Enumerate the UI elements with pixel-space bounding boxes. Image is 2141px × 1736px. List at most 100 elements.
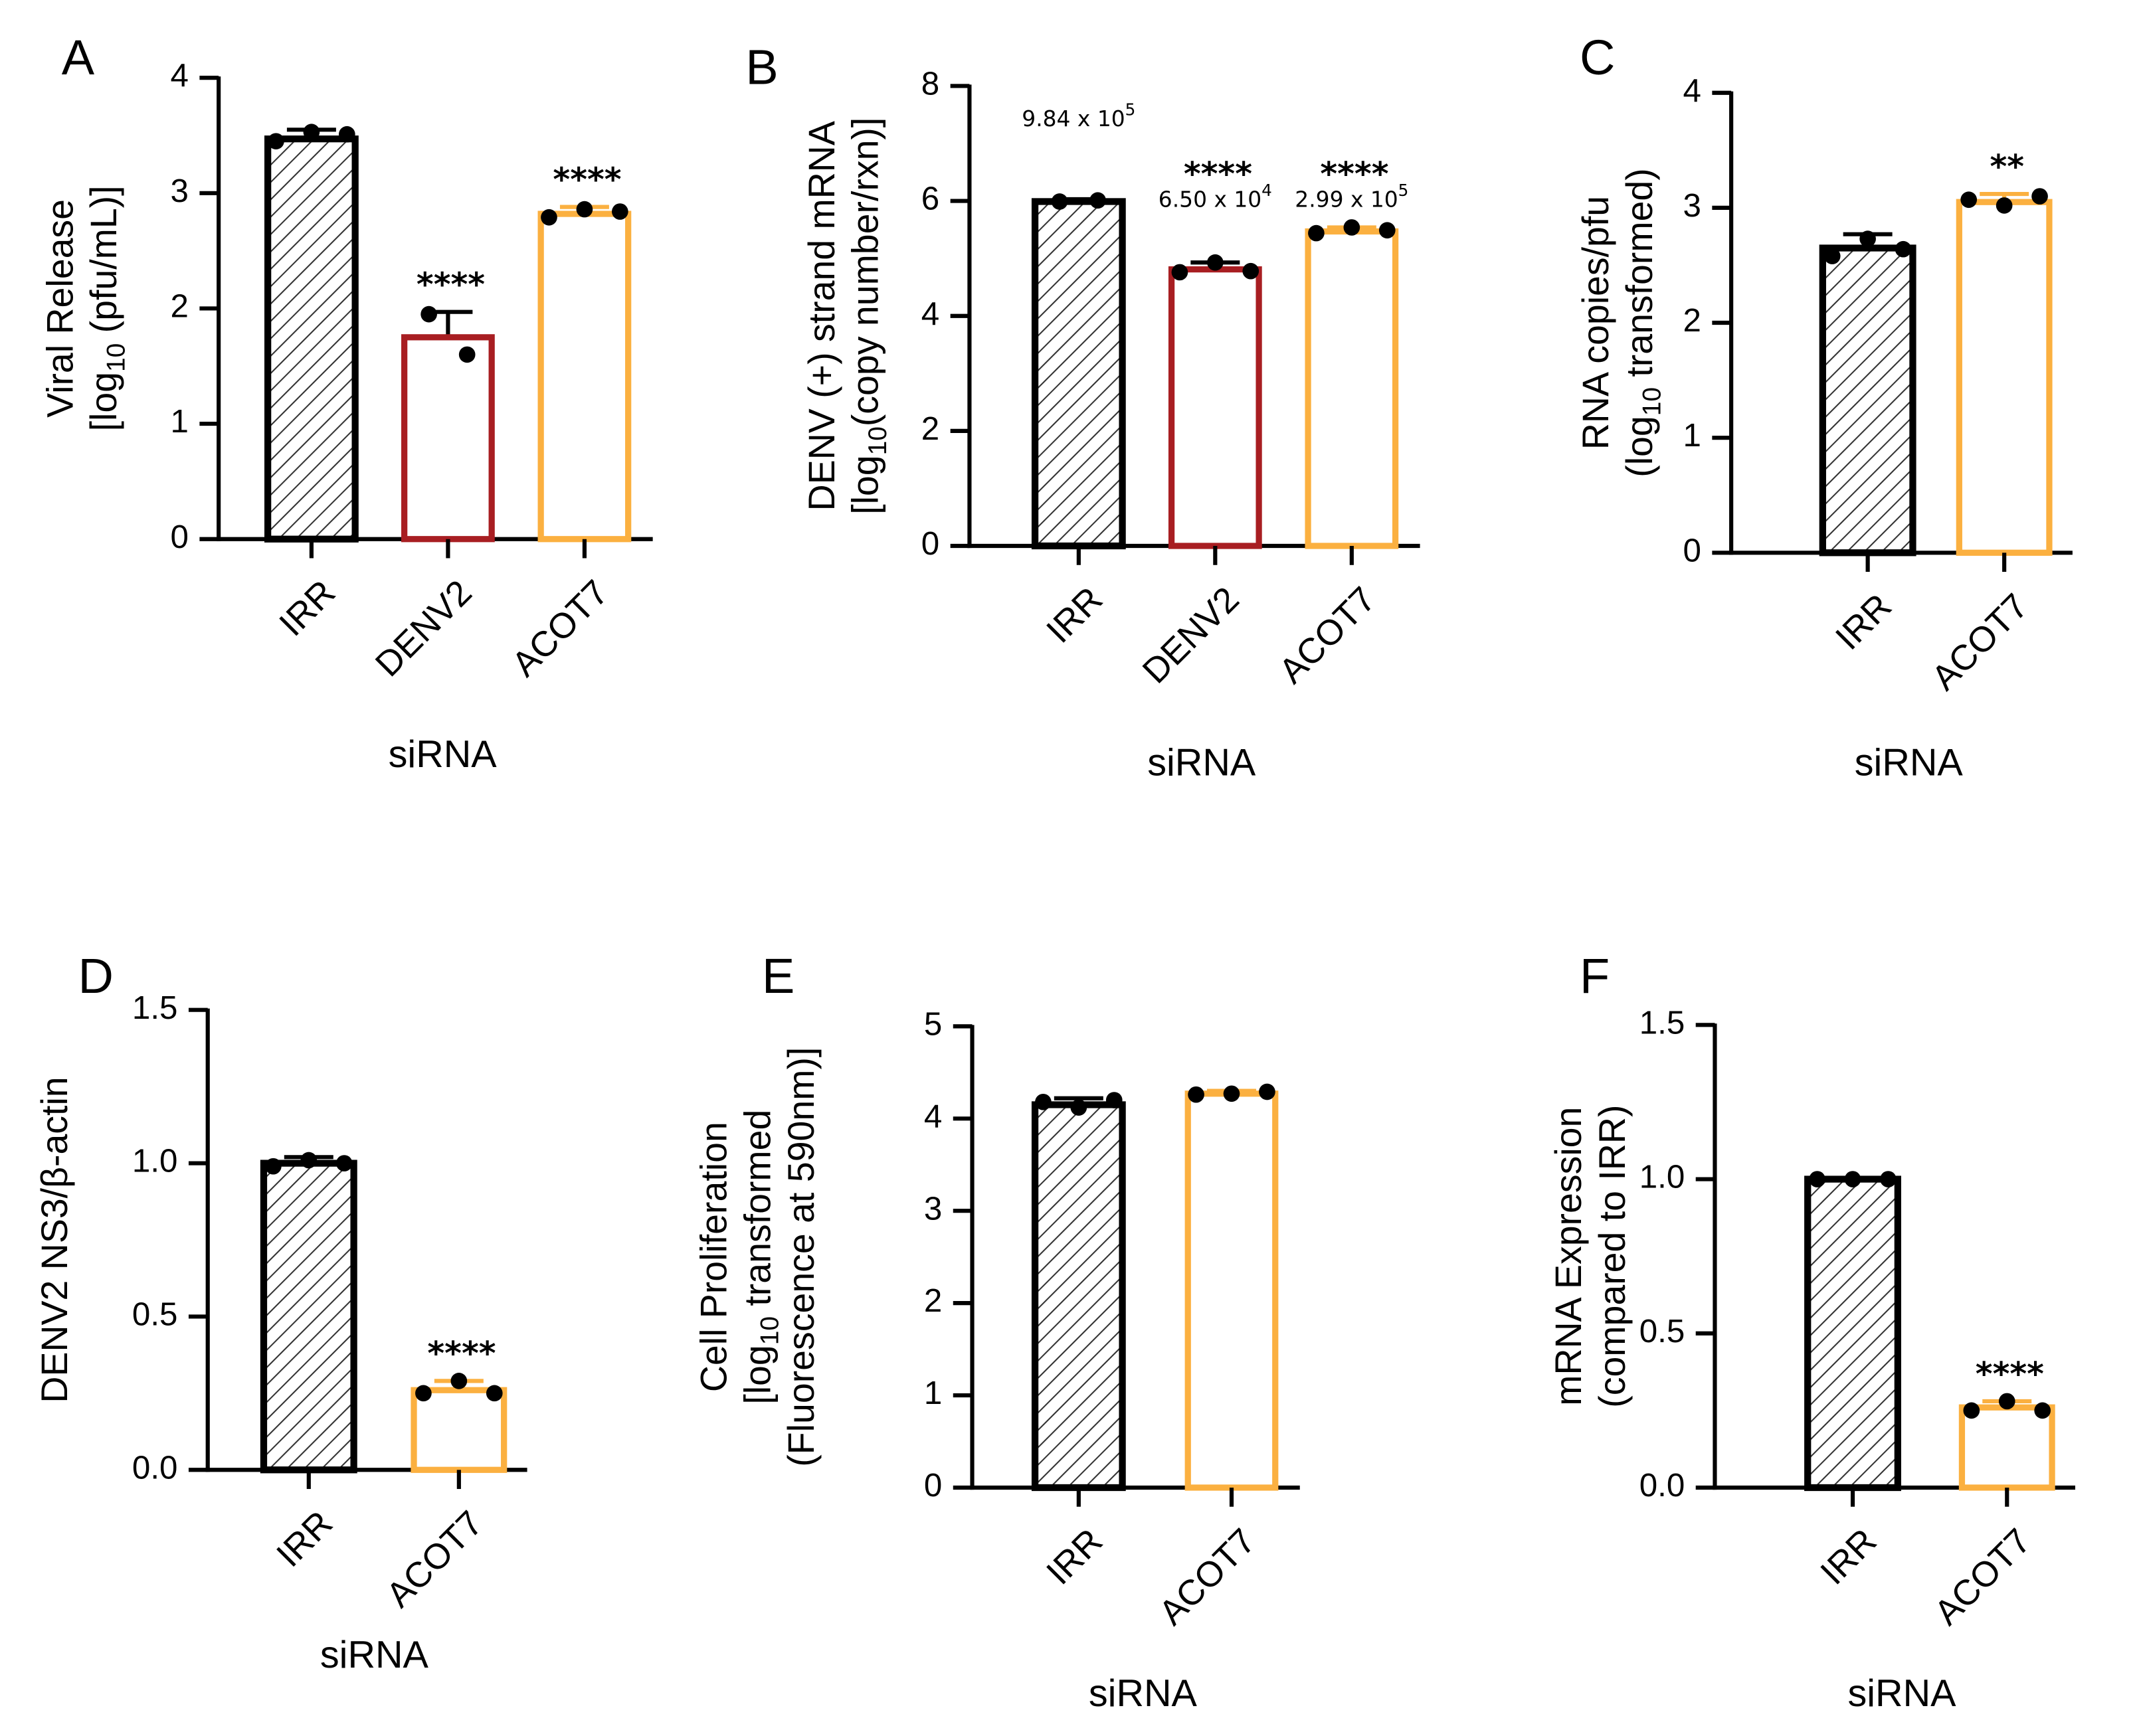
y-tick-label: 2 [924,1282,942,1319]
y-axis-label-line: Cell Proliferation [694,1122,735,1392]
text-span: DENV (+) strand mRNA [801,121,842,511]
data-point [1171,264,1188,281]
y-tick-label: 0.5 [132,1296,178,1332]
data-point [1242,262,1259,280]
bar-irr [1031,1101,1126,1492]
data-point [1343,219,1360,236]
significance-marker: **** [417,265,485,304]
data-point [265,1158,282,1175]
y-axis-label: DENV (+) strand mRNA [log10(copy number/r… [801,118,892,515]
y-axis-label-line: [log10(copy number/rxn)] [845,118,892,515]
y-axis-label-line: [log10 (pfu/mL)] [83,185,130,431]
data-point [1070,1099,1087,1116]
x-axis-label: siRNA [1848,1672,1957,1715]
y-tick-label: 4 [1683,72,1701,109]
annotation-base: 9.84 x 10 [1022,106,1125,131]
text-span: RNA copies/pfu [1575,196,1616,450]
bar-irr [1804,1175,1901,1492]
y-tick-label: 3 [171,173,189,209]
data-point [335,1155,353,1172]
x-tick-label: ACOT7 [1152,1521,1263,1633]
x-axis-label: siRNA [1089,1672,1198,1715]
y-tick-label: 1.0 [132,1143,178,1179]
text-span: [log [845,455,886,514]
significance-marker: ** [1990,147,2024,185]
bar-irr [260,1160,357,1474]
annotation-base: 2.99 x 10 [1295,186,1398,212]
data-point [415,1385,432,1402]
text-span: (copy number/rxn)] [845,118,886,426]
data-point [1960,191,1978,209]
y-axis-label: Viral Release [log10 (pfu/mL)] [39,185,130,431]
x-tick-label: DENV2 [368,573,480,685]
y-axis-label-line: (compared to IRR) [1592,1105,1633,1408]
annotation-exponent: 5 [1125,100,1136,120]
text-span: mRNA Expression [1548,1107,1589,1406]
data-point [1207,254,1224,271]
panel-letter: B [745,39,778,94]
x-axis-label: siRNA [389,733,498,776]
y-axis-label-line: Viral Release [39,199,80,418]
annotation-exponent: 4 [1261,181,1272,200]
y-tick-label: 1.0 [1639,1159,1685,1195]
text-span: (pfu/mL)] [83,185,124,343]
text-span: (Fluorescence at 590nm)] [781,1047,822,1467]
x-tick-label: IRR [272,573,343,644]
data-point [1859,230,1876,247]
data-point [2031,188,2048,205]
data-point [1035,1093,1052,1110]
y-tick-label: 0.5 [1639,1313,1685,1349]
significance-marker: **** [1184,154,1252,193]
bar-acot7 [1305,228,1399,549]
significance-marker: **** [1320,154,1388,193]
x-tick-label: DENV2 [1135,580,1247,691]
x-axis-label: siRNA [320,1634,429,1676]
bar-acot7 [537,211,632,543]
text-span: Cell Proliferation [694,1122,735,1392]
y-tick-label: 2 [171,288,189,324]
panel-B: B 0 2 4 6 8 DENV (+) strand mRNA [log10(copy nu… [745,39,1420,784]
data-point [612,203,628,220]
bar-acot7 [411,1387,508,1473]
data-point [303,124,320,141]
text-span: DENV2 NS3/β-actin [34,1077,75,1403]
y-tick-label: 1 [1683,417,1701,454]
y-axis-label-line: DENV (+) strand mRNA [801,121,842,511]
y-tick-label: 3 [924,1190,942,1227]
annotation-exponent: 5 [1398,181,1409,200]
y-tick-label: 1 [924,1375,942,1411]
y-tick-label: 2 [1683,302,1701,339]
x-tick-label: ACOT7 [1927,1521,2039,1633]
y-tick-label: 1 [171,403,189,440]
data-point [1996,197,2013,214]
y-tick-label: 1.5 [132,990,178,1026]
x-tick-label: ACOT7 [1272,580,1384,691]
subscript: 10 [1637,387,1666,416]
data-point [1895,240,1912,258]
data-point [1880,1171,1897,1187]
subscript: 10 [756,1316,785,1345]
y-tick-label: 8 [921,65,939,102]
y-tick-label: 1.5 [1639,1004,1685,1041]
bar-acot7 [1956,199,2053,556]
data-point [300,1152,318,1169]
value-annotation: 2.99 x 105 [1295,181,1408,212]
panel-A: A 0 1 2 3 4 Viral Release [log10 (pfu/mL)] IRR DE… [39,30,653,776]
panel-F: F 0.0 0.5 1.0 1.5 mRNA Expression (compared to… [1548,948,2076,1715]
data-point [339,126,355,143]
y-axis-label-line: (log10 transformed) [1619,168,1666,477]
bar-denv2 [401,334,495,543]
data-point [458,346,476,363]
subscript: 10 [864,426,892,455]
data-point [576,201,593,218]
y-tick-label: 0 [1683,532,1701,568]
subscript: 10 [102,343,130,372]
bar-denv2 [1168,266,1262,549]
x-tick-label: IRR [1039,1521,1110,1593]
x-axis-label: siRNA [1147,741,1256,784]
y-axis-label-line: DENV2 NS3/β-actin [34,1077,75,1403]
data-point [1188,1086,1204,1103]
data-point [420,305,437,323]
y-tick-label: 5 [924,1005,942,1042]
text-span: Viral Release [39,199,80,418]
